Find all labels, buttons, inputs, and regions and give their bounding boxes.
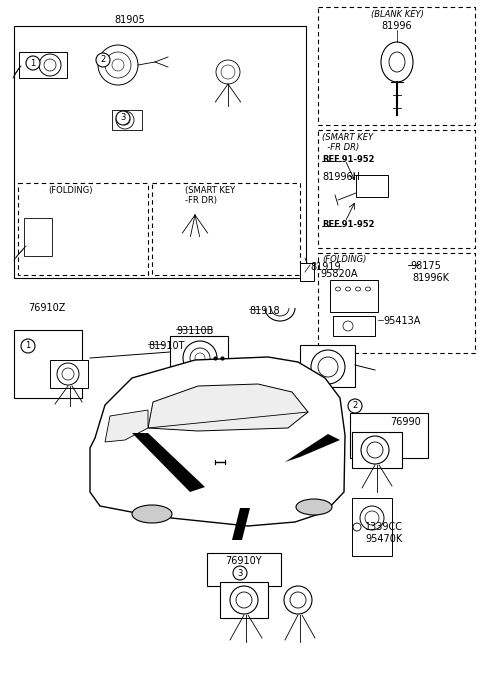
Bar: [14, 330, 82, 398]
Ellipse shape: [381, 42, 413, 82]
Circle shape: [116, 111, 130, 125]
Polygon shape: [232, 508, 250, 540]
Text: 81996: 81996: [382, 21, 412, 31]
Circle shape: [21, 339, 35, 353]
Text: 1: 1: [30, 59, 36, 68]
Bar: [300, 263, 314, 281]
Text: 2: 2: [352, 402, 358, 410]
Circle shape: [96, 53, 110, 67]
Ellipse shape: [296, 499, 332, 515]
Text: 81910T: 81910T: [148, 341, 184, 351]
Bar: [356, 175, 388, 197]
Text: (FOLDING): (FOLDING): [322, 255, 366, 264]
Text: -FR DR): -FR DR): [185, 196, 217, 205]
Text: REF.91-952: REF.91-952: [322, 155, 374, 164]
Text: (SMART KEY: (SMART KEY: [185, 186, 235, 195]
Text: 3: 3: [237, 568, 243, 578]
Polygon shape: [90, 357, 345, 526]
Circle shape: [361, 436, 389, 464]
Bar: [318, 7, 475, 125]
Circle shape: [348, 399, 362, 413]
Text: 81905: 81905: [115, 15, 145, 25]
Circle shape: [216, 60, 240, 84]
Text: 3: 3: [120, 113, 126, 122]
Circle shape: [26, 56, 40, 70]
Circle shape: [116, 111, 134, 129]
Bar: [318, 130, 475, 248]
Text: 93110B: 93110B: [176, 326, 214, 336]
Text: (FOLDING): (FOLDING): [48, 186, 93, 195]
Bar: [207, 553, 281, 586]
Polygon shape: [148, 384, 308, 431]
Text: 95413A: 95413A: [383, 316, 420, 326]
Circle shape: [233, 566, 247, 580]
Bar: [350, 413, 428, 458]
Text: 95820A: 95820A: [320, 269, 358, 279]
Text: 1339CC: 1339CC: [365, 522, 403, 532]
Text: 76910Z: 76910Z: [28, 303, 65, 313]
Circle shape: [311, 350, 345, 384]
Bar: [18, 183, 148, 275]
Text: 2: 2: [100, 55, 106, 65]
Bar: [14, 26, 306, 278]
Bar: [330, 280, 378, 312]
Circle shape: [360, 506, 384, 530]
Text: (BLANK KEY): (BLANK KEY): [371, 10, 423, 19]
Text: 98175: 98175: [410, 261, 441, 271]
Circle shape: [98, 45, 138, 85]
Text: 81918: 81918: [249, 306, 280, 316]
Bar: [352, 432, 402, 468]
Circle shape: [230, 586, 258, 614]
Text: 76990: 76990: [390, 417, 421, 427]
Bar: [300, 345, 355, 387]
Bar: [352, 498, 392, 556]
Text: 1: 1: [25, 342, 31, 350]
Text: 81996K: 81996K: [412, 273, 449, 283]
Circle shape: [39, 54, 61, 76]
Text: -FR DR): -FR DR): [322, 143, 359, 152]
Circle shape: [284, 586, 312, 614]
Bar: [318, 253, 475, 353]
Bar: [112, 110, 142, 130]
Circle shape: [183, 341, 217, 375]
Bar: [333, 316, 375, 336]
Ellipse shape: [132, 505, 172, 523]
Polygon shape: [105, 410, 148, 442]
Polygon shape: [132, 433, 205, 492]
Bar: [24, 218, 52, 256]
Bar: [19, 52, 67, 78]
Text: 81996H: 81996H: [322, 172, 360, 182]
Text: 95470K: 95470K: [365, 534, 402, 544]
Bar: [170, 336, 228, 378]
Circle shape: [57, 363, 79, 385]
Bar: [220, 582, 268, 618]
Text: REF.91-952: REF.91-952: [322, 220, 374, 229]
Bar: [152, 183, 300, 275]
Bar: [50, 360, 88, 388]
Text: 81919: 81919: [310, 262, 341, 272]
Text: 76910Y: 76910Y: [226, 556, 262, 566]
Polygon shape: [285, 434, 340, 462]
Text: (SMART KEY: (SMART KEY: [322, 133, 373, 142]
